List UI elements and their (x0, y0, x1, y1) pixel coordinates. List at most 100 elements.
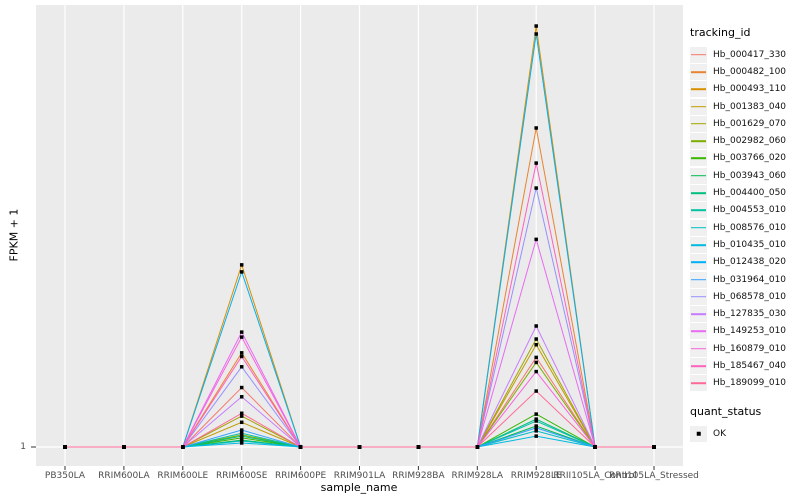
data-point (239, 434, 244, 438)
legend-key-swatch (690, 115, 707, 132)
data-point (181, 445, 185, 449)
legend-key-line-icon (691, 347, 706, 350)
legend-item-Hb_010435_010: Hb_010435_010 (690, 236, 800, 253)
legend-title-tracking-id: tracking_id (690, 26, 751, 39)
legend-item-label: Hb_189099_010 (713, 378, 787, 389)
data-point (534, 419, 538, 423)
legend-key-swatch (690, 236, 707, 253)
legend-item-Hb_031964_010: Hb_031964_010 (690, 271, 800, 288)
legend-item-Hb_160879_010: Hb_160879_010 (690, 340, 800, 357)
data-point (652, 445, 656, 449)
legend-key-line-icon (691, 278, 706, 281)
legend-item-Hb_000417_330: Hb_000417_330 (690, 46, 800, 63)
legend-key-swatch (690, 81, 707, 98)
legend-key-line-icon (691, 174, 706, 177)
legend-key-swatch (690, 288, 707, 305)
data-point (239, 428, 244, 432)
legend-item-Hb_000493_110: Hb_000493_110 (690, 81, 800, 98)
legend-item-label: Hb_004553_010 (713, 205, 787, 216)
legend-item-label: Hb_003943_060 (713, 170, 787, 181)
legend-key-swatch (690, 63, 707, 80)
legend-item-label: Hb_127835_030 (713, 309, 787, 320)
legend-key-line-icon (691, 365, 706, 367)
legend-item-label: Hb_185467_040 (713, 360, 787, 371)
legend-item-Hb_001629_070: Hb_001629_070 (690, 115, 800, 132)
legend-item-label: Hb_012438_020 (713, 257, 787, 268)
legend-item-label: OK (713, 428, 726, 439)
legend-key-swatch (690, 98, 707, 115)
x-tick-label-PB350LA: PB350LA (45, 471, 86, 481)
data-point (239, 354, 244, 359)
legend-items-tracking-id: Hb_000417_330 Hb_000482_100 Hb_000493_110 H… (690, 46, 800, 392)
data-point (357, 445, 362, 449)
legend-item-Hb_185467_040: Hb_185467_040 (690, 357, 800, 374)
data-point (593, 445, 597, 449)
legend-key-line-icon (691, 382, 706, 385)
legend-key-line-icon (691, 313, 706, 315)
legend-item-Hb_004553_010: Hb_004553_010 (690, 202, 800, 219)
legend-item-Hb_003943_060: Hb_003943_060 (690, 167, 800, 184)
data-point (63, 445, 67, 449)
legend-item-Hb_008576_010: Hb_008576_010 (690, 219, 800, 236)
legend-item-label: Hb_008576_010 (713, 222, 787, 233)
legend-item-Hb_012438_020: Hb_012438_020 (690, 254, 800, 271)
data-point (534, 389, 538, 393)
data-point (534, 161, 538, 165)
data-point (534, 360, 538, 365)
legend-key-line-icon (691, 157, 706, 160)
data-point (534, 424, 538, 428)
data-point (534, 426, 538, 430)
legend-item-label: Hb_068578_010 (713, 291, 787, 302)
legend-key-line-icon (691, 330, 706, 333)
legend-key-swatch (690, 202, 707, 219)
data-point (239, 414, 244, 418)
legend-key-swatch (690, 271, 707, 288)
data-point (534, 429, 538, 433)
legend-item-Hb_189099_010: Hb_189099_010 (690, 375, 800, 392)
data-point (239, 365, 244, 369)
legend-item-label: Hb_004400_050 (713, 188, 787, 199)
data-point (534, 186, 538, 190)
legend-key-swatch (690, 185, 707, 202)
legend-item-label: Hb_002982_060 (713, 136, 787, 147)
legend-key-line-icon (691, 261, 706, 263)
data-point (534, 337, 538, 341)
data-point (534, 342, 538, 347)
x-tick-label-RRIM600PE: RRIM600PE (275, 471, 327, 481)
data-point (534, 126, 538, 130)
y-axis-title: FPKM + 1 (7, 208, 21, 262)
data-point (534, 237, 538, 242)
legend-item-Hb_004400_050: Hb_004400_050 (690, 184, 800, 202)
legend-item-Hb_003766_020: Hb_003766_020 (690, 150, 800, 167)
data-point (239, 270, 244, 274)
data-point (534, 434, 538, 438)
x-tick-label-RRII105LA_Control: RRII105LA_Control (553, 471, 636, 481)
legend-key-swatch (690, 375, 707, 392)
data-point (534, 355, 538, 360)
legend-key-swatch (690, 340, 707, 357)
legend-key-line-icon (691, 123, 706, 125)
legend-key-line-icon (691, 88, 706, 91)
legend-key-line-icon (691, 140, 706, 142)
x-tick-label-RRIM928BA: RRIM928BA (392, 471, 445, 481)
legend-item-label: Hb_160879_010 (713, 343, 787, 354)
legend-key-swatch (690, 357, 707, 374)
legend-key-line-icon (691, 71, 706, 73)
legend-key-swatch (690, 254, 707, 271)
legend-item-label: Hb_003766_020 (713, 153, 787, 164)
legend-item-Hb_068578_010: Hb_068578_010 (690, 288, 800, 305)
legend-title-quant-status: quant_status (690, 404, 762, 418)
legend-key-line-icon (691, 53, 706, 56)
legend-item-Hb_000482_100: Hb_000482_100 (690, 63, 800, 80)
legend-key-swatch (690, 425, 707, 442)
x-tick-label-RRIM600LA: RRIM600LA (98, 471, 150, 481)
data-point (416, 445, 421, 449)
x-tick-label-RRIM600LE: RRIM600LE (157, 471, 208, 481)
legend-item-Hb_127835_030: Hb_127835_030 (690, 305, 800, 323)
data-point (534, 24, 538, 28)
legend-key-swatch (690, 46, 707, 63)
data-point (239, 420, 244, 425)
data-point (239, 330, 244, 334)
legend-key-swatch (690, 219, 707, 236)
